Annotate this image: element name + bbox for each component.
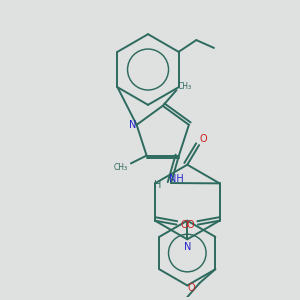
Text: CH₃: CH₃ bbox=[114, 163, 128, 172]
Text: NH: NH bbox=[169, 174, 184, 184]
Text: H: H bbox=[154, 180, 161, 190]
Text: N: N bbox=[129, 120, 136, 130]
Text: O: O bbox=[186, 220, 194, 230]
Text: N: N bbox=[184, 242, 191, 252]
Text: O: O bbox=[199, 134, 207, 144]
Text: O: O bbox=[181, 220, 188, 230]
Text: CH₃: CH₃ bbox=[177, 82, 191, 91]
Text: O: O bbox=[187, 283, 195, 293]
